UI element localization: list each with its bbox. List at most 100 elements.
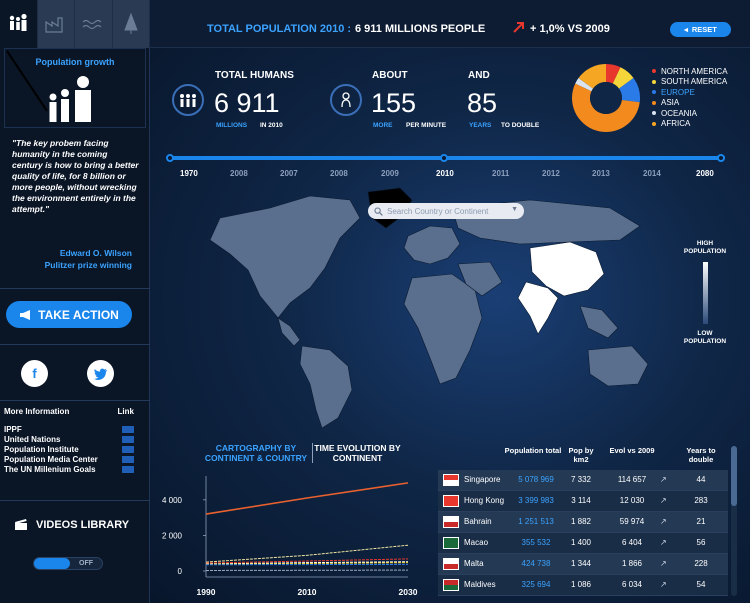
- timeline-current-handle[interactable]: [440, 154, 448, 162]
- info-link[interactable]: Population Media Center: [4, 454, 134, 464]
- toggle-off-label[interactable]: OFF: [79, 560, 93, 567]
- link-icon[interactable]: [122, 425, 134, 433]
- timeline-year[interactable]: 2009: [381, 169, 399, 178]
- donut-slice[interactable]: [618, 78, 640, 103]
- take-action-label: TAKE ACTION: [38, 307, 119, 322]
- legend-item[interactable]: NORTH AMERICA: [652, 66, 728, 77]
- info-link[interactable]: IPPF: [4, 424, 134, 434]
- cell-country: Hong Kong: [464, 496, 505, 506]
- info-link[interactable]: Population Institute: [4, 444, 134, 454]
- tab-time-evolution[interactable]: TIME EVOLUTION BY CONTINENT: [312, 443, 402, 463]
- timeline-end-handle[interactable]: [717, 154, 725, 162]
- table-row[interactable]: Hong Kong 3 399 983 3 114 12 030 283 ↗: [438, 491, 728, 512]
- trend-icon: ↗: [660, 538, 667, 548]
- legend-dot: [652, 79, 656, 84]
- tab-cartography[interactable]: CARTOGRAPHY BY CONTINENT & COUNTRY: [204, 443, 308, 463]
- divider: [0, 344, 150, 345]
- reset-label: RESET: [691, 25, 717, 34]
- donut-slice[interactable]: [572, 83, 640, 132]
- trend-icon: ↗: [660, 475, 667, 485]
- legend-item[interactable]: AFRICA: [652, 119, 728, 130]
- continent-legend: NORTH AMERICA SOUTH AMERICA EUROPE ASIA OCEA…: [652, 66, 728, 129]
- info-link[interactable]: The UN Millenium Goals: [4, 464, 134, 474]
- toggle-on[interactable]: [34, 558, 70, 569]
- country-flag: [443, 536, 459, 549]
- legend-dot: [652, 90, 656, 95]
- search-icon: [374, 206, 383, 216]
- table-row[interactable]: Singapore 5 078 969 7 332 114 657 44 ↗: [438, 470, 728, 491]
- link-icon[interactable]: [122, 435, 134, 443]
- and-label: AND: [468, 70, 490, 81]
- table-row[interactable]: Malta 424 738 1 344 1 866 228 ↗: [438, 554, 728, 575]
- timeline-year[interactable]: 2007: [280, 169, 298, 178]
- timeline-year[interactable]: 2080: [696, 169, 714, 178]
- europe-region: [403, 225, 461, 265]
- link-icon[interactable]: [122, 465, 134, 473]
- table-header: Population total Pop by km2 Evol vs 2009…: [438, 446, 728, 468]
- timeline-start-handle[interactable]: [166, 154, 174, 162]
- timeline-year[interactable]: 1970: [180, 169, 198, 178]
- table-row[interactable]: Bahrain 1 251 513 1 882 59 974 21 ↗: [438, 512, 728, 533]
- col-double[interactable]: Years to double: [686, 446, 716, 464]
- back-arrow-icon: ◂: [684, 25, 688, 34]
- cell-double: 54: [696, 580, 706, 590]
- donut-slice[interactable]: [612, 67, 634, 89]
- waves-icon: [82, 19, 102, 30]
- timeline-year[interactable]: 2008: [230, 169, 248, 178]
- timeline-year[interactable]: 2010: [436, 169, 454, 178]
- legend-item[interactable]: OCEANIA: [652, 108, 728, 119]
- legend-dot: [652, 100, 656, 105]
- cell-population: 424 738: [521, 559, 551, 569]
- videos-toggle[interactable]: OFF: [33, 557, 103, 570]
- quote-author: Edward O. Wilson Pulitzer prize winning: [10, 247, 132, 271]
- population-growth-panel[interactable]: Population growth: [4, 48, 146, 128]
- about-value: 155: [371, 88, 417, 118]
- north-america-region: [209, 195, 361, 319]
- table-scrollbar[interactable]: [731, 446, 737, 596]
- tab-environment[interactable]: [112, 0, 150, 48]
- timeline-year[interactable]: 2013: [592, 169, 610, 178]
- people-icon: [10, 13, 27, 31]
- high-population-label: HIGH POPULATION: [683, 240, 727, 255]
- tab-water[interactable]: [75, 0, 113, 48]
- tab-industry[interactable]: [37, 0, 75, 48]
- timeline-year[interactable]: 2011: [492, 169, 510, 178]
- chevron-down-icon[interactable]: ▼: [511, 206, 518, 213]
- megaphone-icon: [20, 309, 31, 320]
- link-icon[interactable]: [122, 455, 134, 463]
- facebook-icon: f: [32, 366, 37, 381]
- legend-dot: [652, 121, 656, 126]
- timeline-year[interactable]: 2014: [643, 169, 661, 178]
- link-icon[interactable]: [122, 445, 134, 453]
- country-search-input[interactable]: Search Country or Continent ▼: [368, 203, 524, 219]
- col-density[interactable]: Pop by km2: [568, 446, 594, 464]
- middle-east-region: [457, 261, 503, 297]
- timeline-year[interactable]: 2008: [330, 169, 348, 178]
- table-row[interactable]: Maldives 325 694 1 086 6 034 54 ↗: [438, 575, 728, 596]
- continent-donut-chart[interactable]: [570, 62, 642, 134]
- timeline-year[interactable]: 2012: [542, 169, 560, 178]
- world-map[interactable]: [190, 178, 670, 428]
- videos-library-link[interactable]: VIDEOS LIBRARY: [14, 518, 129, 531]
- col-population[interactable]: Population total: [504, 446, 562, 455]
- table-row[interactable]: Macao 355 532 1 400 6 404 56 ↗: [438, 533, 728, 554]
- tab-population[interactable]: [0, 0, 38, 48]
- cell-double: 228: [694, 559, 708, 569]
- info-link[interactable]: United Nations: [4, 434, 134, 444]
- twitter-button[interactable]: [87, 360, 114, 387]
- legend-item[interactable]: EUROPE: [652, 87, 728, 98]
- scroll-thumb[interactable]: [731, 446, 737, 506]
- india-region: [517, 281, 559, 335]
- reset-button[interactable]: ◂ RESET: [670, 22, 731, 37]
- and-value: 85: [467, 88, 498, 118]
- donut-slice[interactable]: [575, 78, 594, 92]
- facebook-button[interactable]: f: [21, 360, 48, 387]
- take-action-button[interactable]: TAKE ACTION: [6, 301, 132, 328]
- author-title: Pulitzer prize winning: [44, 260, 132, 270]
- legend-item[interactable]: SOUTH AMERICA: [652, 77, 728, 88]
- legend-item[interactable]: ASIA: [652, 98, 728, 109]
- col-evol[interactable]: Evol vs 2009: [609, 446, 655, 455]
- donut-slice[interactable]: [606, 64, 621, 84]
- donut-slice[interactable]: [578, 64, 606, 89]
- trend-up-icon: [513, 22, 524, 33]
